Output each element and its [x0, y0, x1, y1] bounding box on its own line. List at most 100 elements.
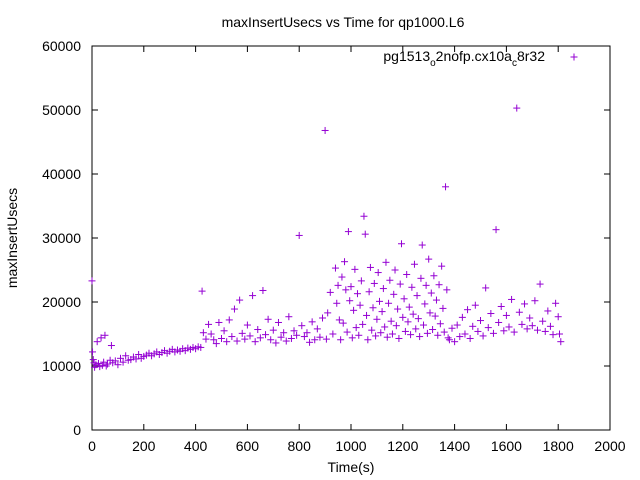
data-point: [306, 338, 314, 346]
data-point: [338, 273, 346, 281]
data-point: [386, 276, 394, 284]
data-point: [395, 334, 403, 342]
data-point: [97, 334, 105, 342]
data-point: [440, 328, 448, 336]
data-point: [212, 340, 220, 348]
data-point: [228, 333, 236, 341]
data-point: [104, 360, 112, 368]
data-point: [132, 355, 140, 363]
data-point: [368, 326, 376, 334]
data-point: [269, 326, 277, 334]
x-tick-label: 200: [132, 438, 156, 454]
data-point: [205, 320, 213, 328]
legend-label-part: 8r32: [517, 48, 545, 64]
data-point: [377, 329, 385, 337]
data-point: [89, 348, 97, 356]
data-point: [272, 339, 280, 347]
data-point: [207, 330, 215, 338]
data-point: [557, 338, 565, 346]
data-point: [197, 343, 205, 351]
y-tick-label: 0: [73, 422, 81, 438]
data-point: [469, 322, 477, 330]
data-point: [497, 302, 505, 310]
data-point: [416, 333, 424, 341]
data-point: [88, 277, 96, 285]
legend-label-subscript: c: [512, 58, 517, 69]
data-point: [364, 336, 372, 344]
data-point: [396, 280, 404, 288]
data-point: [267, 336, 275, 344]
data-point: [471, 301, 479, 309]
y-tick-label: 30000: [42, 230, 81, 246]
data-point: [456, 333, 464, 341]
data-point: [313, 325, 321, 333]
data-point: [458, 313, 466, 321]
data-point: [360, 212, 368, 220]
data-point: [477, 317, 484, 325]
data-point: [427, 289, 435, 297]
data-point: [218, 334, 225, 342]
data-point: [374, 269, 382, 277]
data-point: [423, 329, 431, 337]
data-point: [249, 292, 257, 300]
data-point: [348, 334, 356, 342]
data-point: [403, 270, 411, 278]
data-point: [399, 313, 407, 321]
data-point: [319, 314, 327, 322]
data-point: [353, 290, 361, 298]
data-point: [515, 308, 523, 316]
data-point: [254, 326, 262, 334]
data-point: [435, 281, 443, 289]
data-point: [418, 241, 426, 249]
data-point: [329, 330, 337, 338]
data-point: [225, 316, 233, 324]
data-point: [554, 313, 562, 321]
data-point: [341, 258, 349, 266]
data-point: [474, 327, 482, 335]
data-point: [98, 361, 106, 369]
data-point: [518, 320, 526, 328]
data-point: [492, 226, 500, 234]
data-point: [356, 301, 364, 309]
data-point: [238, 329, 246, 337]
data-point: [401, 327, 409, 335]
data-point: [215, 318, 223, 326]
data-point: [119, 358, 127, 366]
data-point: [199, 329, 207, 337]
data-point: [337, 336, 345, 344]
data-point: [429, 326, 437, 334]
data-point: [359, 320, 367, 328]
data-point: [417, 274, 425, 282]
data-point: [243, 321, 251, 329]
data-points: [88, 104, 565, 371]
data-point: [443, 286, 451, 294]
data-point: [445, 336, 453, 344]
data-point: [448, 324, 456, 332]
data-point: [541, 327, 549, 335]
y-tick-label: 50000: [42, 102, 81, 118]
data-point: [280, 329, 288, 337]
data-point: [383, 333, 391, 341]
data-point: [370, 279, 378, 287]
data-point: [528, 322, 536, 330]
data-point: [453, 321, 461, 329]
data-point: [405, 303, 413, 311]
data-point: [388, 330, 396, 338]
data-point: [93, 338, 101, 346]
data-point: [430, 272, 438, 280]
data-point: [484, 324, 492, 332]
data-point: [347, 283, 355, 291]
x-tick-label: 1800: [543, 438, 574, 454]
data-point: [489, 329, 497, 337]
data-point: [421, 300, 429, 308]
data-point: [274, 318, 282, 326]
plot-area-frame: [91, 45, 611, 431]
data-point: [259, 286, 267, 294]
data-point: [264, 315, 272, 323]
data-point: [549, 331, 557, 339]
y-axis: 0 10000 20000 30000 40000 50000 60000: [42, 38, 610, 438]
data-point: [101, 331, 109, 339]
data-point: [500, 327, 508, 335]
data-point: [236, 296, 244, 304]
